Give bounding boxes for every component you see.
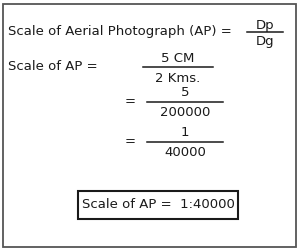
Text: 2 Kms.: 2 Kms. <box>155 72 201 85</box>
FancyBboxPatch shape <box>78 191 238 219</box>
Text: Dg: Dg <box>256 34 274 48</box>
Text: =: = <box>124 136 136 148</box>
Text: 5 CM: 5 CM <box>161 52 195 64</box>
Text: =: = <box>124 96 136 108</box>
Text: Scale of Aerial Photograph (AP) =: Scale of Aerial Photograph (AP) = <box>8 26 232 38</box>
Text: Scale of AP =: Scale of AP = <box>8 60 97 74</box>
Text: 40000: 40000 <box>164 146 206 160</box>
Text: Dp: Dp <box>256 18 274 32</box>
Text: Scale of AP =  1:40000: Scale of AP = 1:40000 <box>82 198 234 211</box>
Text: 200000: 200000 <box>160 106 210 120</box>
Text: 1: 1 <box>181 126 189 140</box>
Text: 5: 5 <box>181 86 189 100</box>
FancyBboxPatch shape <box>3 4 296 247</box>
